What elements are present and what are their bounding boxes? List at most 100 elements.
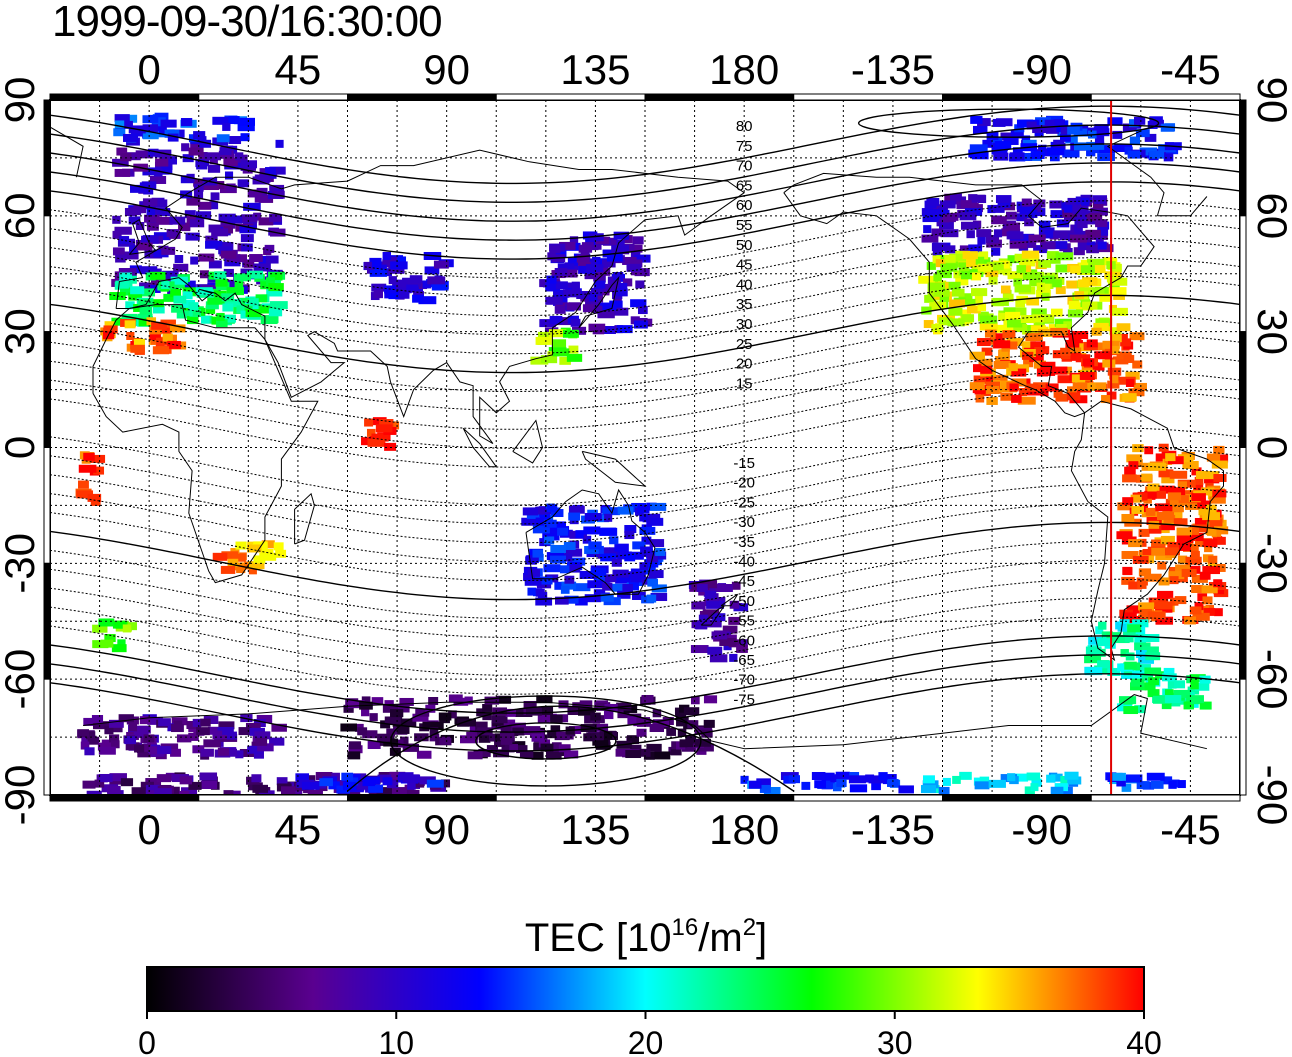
tec-cell xyxy=(1022,341,1036,350)
tec-cell xyxy=(564,575,575,584)
tec-cell xyxy=(1094,351,1111,360)
south-pole-oval-mid xyxy=(390,695,702,787)
contour-label: 35 xyxy=(736,296,753,313)
tec-cell xyxy=(124,320,136,329)
tec-cell xyxy=(935,259,946,268)
tec-cell xyxy=(1141,646,1159,655)
tec-cell xyxy=(1066,392,1081,401)
mlat-contour xyxy=(50,294,1240,374)
tec-cell xyxy=(1167,456,1184,465)
tec-cell xyxy=(1151,539,1166,548)
tec-cell xyxy=(227,558,239,567)
tec-cell xyxy=(170,276,188,285)
mlat-contour xyxy=(50,162,1240,241)
tec-cell xyxy=(985,381,1001,390)
tec-cell xyxy=(1070,265,1081,274)
tec-cell xyxy=(252,176,270,185)
tec-cell xyxy=(558,744,571,753)
contour-label: -55 xyxy=(733,613,755,630)
tec-cell xyxy=(1183,701,1195,710)
tec-cell xyxy=(125,301,135,310)
tec-cell xyxy=(265,255,279,264)
tec-cell xyxy=(626,259,643,268)
tec-cell xyxy=(535,336,552,345)
colorbar-tick-label: 30 xyxy=(877,1025,913,1057)
map-frame-tick-bars xyxy=(43,93,1247,802)
tec-cell xyxy=(120,287,133,296)
tec-cell xyxy=(224,258,241,267)
tec-cell xyxy=(268,283,284,292)
frame-bar-left xyxy=(43,331,51,448)
tec-cell xyxy=(1052,279,1062,288)
tec-cell xyxy=(1107,380,1120,389)
tec-cell xyxy=(1127,150,1141,159)
tec-cell xyxy=(1003,307,1016,316)
tec-cell xyxy=(1141,473,1153,482)
tec-cell xyxy=(182,291,193,300)
tec-cell xyxy=(1009,152,1025,161)
tec-cell xyxy=(167,133,179,142)
tec-cell xyxy=(955,277,969,286)
tec-cell xyxy=(1085,229,1101,238)
tec-cell xyxy=(384,442,397,451)
tec-cell xyxy=(578,244,593,253)
tec-cell xyxy=(1097,241,1107,250)
contour-label: 40 xyxy=(736,276,753,293)
tec-cell xyxy=(222,314,236,323)
tec-cell xyxy=(571,281,580,290)
tec-cell xyxy=(195,159,205,168)
tec-cell xyxy=(545,296,563,305)
tec-cell xyxy=(482,703,493,712)
tec-cell xyxy=(221,293,235,302)
tec-cell xyxy=(630,299,647,308)
tec-cell xyxy=(1206,504,1217,513)
tec-cell xyxy=(1138,568,1152,577)
tec-cell xyxy=(615,575,631,584)
tec-cell xyxy=(141,235,159,244)
tec-cell xyxy=(707,646,723,655)
tec-cell xyxy=(1201,487,1215,496)
tec-cell xyxy=(763,786,781,795)
mlat-contour xyxy=(50,276,1240,355)
tec-cell xyxy=(1002,330,1016,339)
tec-cell xyxy=(1094,135,1105,144)
tec-cell xyxy=(1077,279,1089,288)
tec-cell xyxy=(532,525,550,534)
tec-cell xyxy=(390,709,404,718)
tec-cell xyxy=(128,723,138,732)
frame-bar-bottom xyxy=(644,794,795,802)
tec-cell xyxy=(115,254,126,263)
tec-cell xyxy=(139,282,151,291)
tec-cell xyxy=(523,572,538,581)
tec-cell xyxy=(1195,471,1210,480)
tec-cell xyxy=(981,347,993,356)
tec-cell xyxy=(223,268,234,277)
tec-cell xyxy=(1161,475,1175,484)
tec-cell xyxy=(626,735,640,744)
tec-cell xyxy=(1019,258,1036,267)
tec-cell xyxy=(193,190,204,199)
tec-cell xyxy=(1085,667,1103,676)
tec-cell xyxy=(697,743,714,752)
tec-cell xyxy=(240,133,250,142)
tec-cell xyxy=(231,790,241,795)
tec-cell xyxy=(613,271,624,280)
tec-cell xyxy=(1011,364,1030,373)
tec-cell xyxy=(931,323,944,332)
tec-cell xyxy=(1202,512,1220,521)
tec-cell xyxy=(612,569,629,578)
tec-cell xyxy=(425,704,436,713)
tec-cell xyxy=(590,567,607,576)
tec-cell xyxy=(1094,665,1113,674)
tec-cell xyxy=(526,555,539,564)
tec-cell xyxy=(1168,571,1185,580)
colorbar-title-bracket: ] xyxy=(756,916,768,960)
tec-cell xyxy=(1144,133,1157,142)
tec-cell xyxy=(836,778,847,787)
tec-cell xyxy=(152,346,170,355)
tec-cell xyxy=(1169,576,1179,585)
tec-cell xyxy=(985,269,999,278)
tec-cell xyxy=(599,527,618,536)
frame-bar-bottom xyxy=(1090,794,1241,802)
tec-cell xyxy=(156,337,172,346)
